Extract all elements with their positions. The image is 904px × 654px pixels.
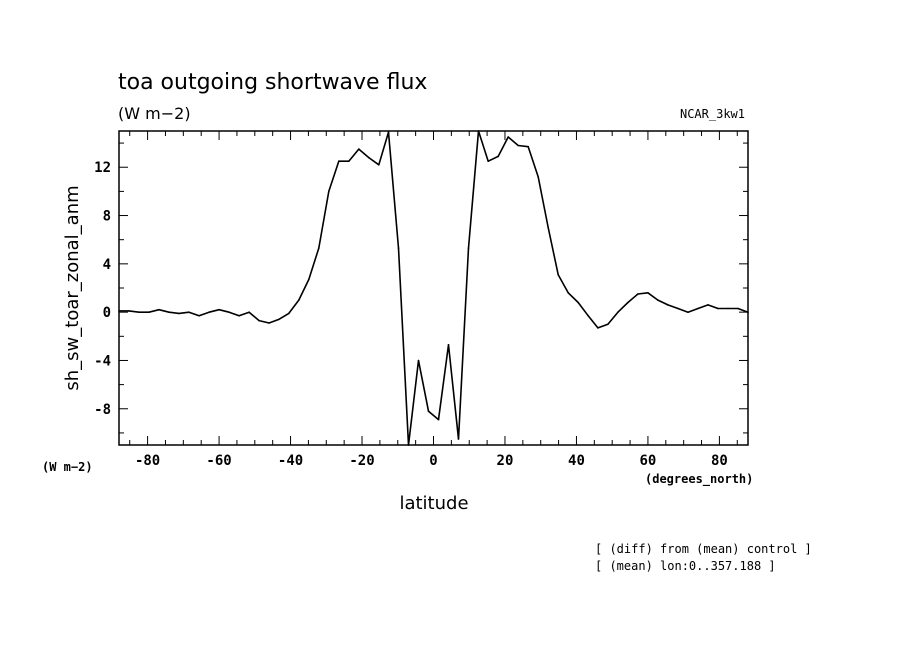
data-point bbox=[188, 311, 190, 314]
data-point bbox=[537, 176, 539, 178]
data-point bbox=[328, 190, 330, 193]
y-tick-label: -8 bbox=[94, 402, 111, 418]
data-point bbox=[218, 308, 220, 311]
data-point bbox=[597, 327, 599, 329]
y-tick-label: 4 bbox=[103, 257, 111, 273]
x-tick-label: 80 bbox=[711, 453, 728, 469]
data-point bbox=[278, 318, 280, 321]
data-point bbox=[118, 310, 120, 312]
y-tick-label: 0 bbox=[103, 305, 111, 321]
data-point bbox=[318, 247, 320, 249]
data-point bbox=[148, 311, 150, 314]
data-point bbox=[747, 311, 749, 314]
data-point bbox=[617, 311, 619, 314]
x-axis-label: latitude bbox=[399, 493, 468, 514]
data-point bbox=[158, 308, 160, 311]
data-point bbox=[178, 312, 180, 315]
data-point bbox=[298, 299, 300, 301]
annotation-diff: [ (diff) from (mean) control ] bbox=[595, 542, 812, 556]
data-point bbox=[727, 307, 729, 310]
x-tick-label: 60 bbox=[640, 453, 657, 469]
data-point bbox=[397, 247, 400, 249]
data-point bbox=[258, 319, 260, 322]
data-point bbox=[427, 410, 430, 413]
data-point bbox=[348, 160, 350, 162]
data-point bbox=[547, 226, 549, 229]
model-label: NCAR_3kw1 bbox=[680, 107, 745, 121]
y-tick-label: 12 bbox=[94, 160, 111, 176]
data-point bbox=[557, 273, 559, 276]
data-point bbox=[378, 164, 380, 166]
x-units: (degrees_north) bbox=[645, 472, 753, 487]
data-point bbox=[358, 148, 360, 150]
data-point bbox=[667, 304, 669, 306]
x-tick-label: -20 bbox=[349, 453, 374, 469]
data-point bbox=[737, 307, 739, 310]
x-tick-label: 40 bbox=[568, 453, 585, 469]
data-point bbox=[567, 292, 569, 294]
data-point bbox=[308, 278, 310, 281]
data-point bbox=[487, 160, 490, 162]
y-tick-label: -4 bbox=[94, 353, 111, 369]
data-point bbox=[717, 307, 719, 310]
x-tick-label: -40 bbox=[278, 453, 303, 469]
data-point bbox=[607, 323, 609, 326]
data-point bbox=[477, 130, 480, 132]
data-point bbox=[138, 311, 140, 314]
data-point bbox=[368, 156, 370, 159]
data-point bbox=[228, 311, 230, 314]
x-tick-label: -80 bbox=[135, 453, 160, 469]
y-tick-label: 8 bbox=[103, 209, 111, 225]
data-point bbox=[457, 438, 460, 440]
data-point bbox=[437, 418, 440, 421]
data-point bbox=[627, 301, 629, 304]
data-point bbox=[338, 160, 340, 162]
data-point bbox=[497, 155, 500, 158]
x-tick-label: -60 bbox=[206, 453, 231, 469]
data-point bbox=[268, 322, 270, 324]
data-point bbox=[128, 310, 130, 312]
data-point bbox=[687, 311, 689, 314]
x-tick-label: 20 bbox=[497, 453, 514, 469]
data-point bbox=[647, 292, 649, 294]
data-point bbox=[248, 311, 250, 314]
x-tick-label: 0 bbox=[429, 453, 437, 469]
data-point bbox=[587, 315, 589, 317]
data-point bbox=[507, 136, 510, 138]
data-point bbox=[657, 299, 659, 301]
series-line bbox=[119, 130, 749, 446]
data-point bbox=[208, 311, 210, 314]
y-units: (W m−2) bbox=[42, 460, 93, 474]
plot-axes bbox=[118, 130, 749, 446]
data-point bbox=[707, 304, 709, 306]
data-point bbox=[198, 315, 200, 317]
data-point bbox=[387, 131, 390, 133]
data-point bbox=[447, 344, 450, 346]
data-point bbox=[407, 444, 410, 446]
data-point bbox=[288, 312, 290, 315]
data-point bbox=[168, 311, 170, 314]
data-point bbox=[697, 307, 699, 310]
data-point bbox=[517, 144, 519, 147]
y-ticks: -8 -4 0 4 8 12 bbox=[94, 142, 748, 434]
chart-title: toa outgoing shortwave flux bbox=[118, 70, 427, 95]
chart-subtitle: (W m−2) bbox=[118, 104, 191, 123]
data-point bbox=[637, 293, 639, 295]
x-ticks: -80 -60 -40 -20 0 20 40 60 80 bbox=[129, 131, 738, 469]
data-point bbox=[417, 359, 420, 362]
data-point bbox=[527, 145, 529, 148]
data-point bbox=[467, 247, 470, 249]
data-point bbox=[577, 301, 579, 304]
series-points bbox=[118, 130, 749, 446]
data-point bbox=[238, 315, 240, 317]
annotation-mean: [ (mean) lon:0..357.188 ] bbox=[595, 559, 776, 573]
y-axis-label: sh_sw_toar_zonal_anm bbox=[62, 185, 83, 390]
plot-frame bbox=[118, 130, 749, 446]
data-point bbox=[677, 307, 679, 310]
